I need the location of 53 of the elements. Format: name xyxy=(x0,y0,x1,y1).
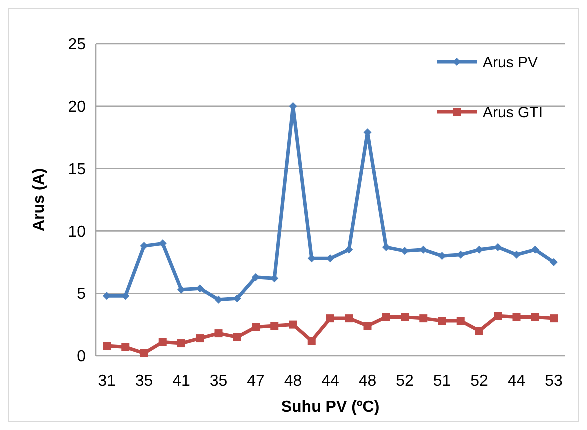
point xyxy=(438,317,446,326)
point xyxy=(122,343,130,352)
point xyxy=(531,246,540,254)
y-tick-label: 15 xyxy=(68,161,86,178)
point xyxy=(550,258,558,266)
x-tick-label: 48 xyxy=(358,373,377,390)
x-tick-label: 47 xyxy=(247,373,265,390)
y-tick-label: 10 xyxy=(68,224,86,241)
point xyxy=(512,313,521,322)
x-axis-title: Suhu PV (ºC) xyxy=(281,399,380,416)
point xyxy=(326,314,334,323)
point xyxy=(401,313,409,322)
point xyxy=(476,327,484,336)
point xyxy=(494,243,502,252)
y-axis-title: Arus (A) xyxy=(31,168,48,232)
point xyxy=(233,333,242,342)
x-tick-label: 35 xyxy=(135,373,154,390)
point xyxy=(345,314,354,323)
point xyxy=(494,312,502,320)
legend-label: Arus PV xyxy=(483,54,538,72)
x-tick-label: 48 xyxy=(284,373,302,390)
point xyxy=(196,334,204,343)
x-tick-label: 44 xyxy=(508,373,526,390)
legend-label: Arus GTI xyxy=(483,104,544,122)
point xyxy=(382,313,390,322)
point xyxy=(178,340,186,348)
point xyxy=(456,317,465,326)
point xyxy=(364,322,372,330)
point xyxy=(476,246,484,254)
point xyxy=(512,250,521,259)
point xyxy=(158,338,167,346)
point xyxy=(140,350,148,358)
x-tick-label: 53 xyxy=(545,373,563,390)
point xyxy=(289,320,298,329)
point xyxy=(214,330,223,338)
point xyxy=(270,322,279,330)
x-tick-label: 52 xyxy=(396,373,414,390)
x-tick-label: 41 xyxy=(172,373,190,390)
point xyxy=(308,337,316,346)
point xyxy=(550,314,558,323)
point xyxy=(252,323,260,332)
y-tick-label: 0 xyxy=(77,348,86,366)
x-tick-label: 44 xyxy=(322,373,340,390)
x-tick-label: 35 xyxy=(210,373,228,390)
point xyxy=(103,342,111,350)
y-tick-label: 25 xyxy=(68,36,86,54)
x-tick-label: 51 xyxy=(433,373,452,390)
point xyxy=(531,313,540,322)
x-tick-label: 31 xyxy=(98,373,116,390)
y-tick-label: 5 xyxy=(77,286,86,304)
point xyxy=(420,314,428,323)
x-tick-label: 52 xyxy=(470,373,488,390)
y-tick-label: 20 xyxy=(68,99,86,116)
